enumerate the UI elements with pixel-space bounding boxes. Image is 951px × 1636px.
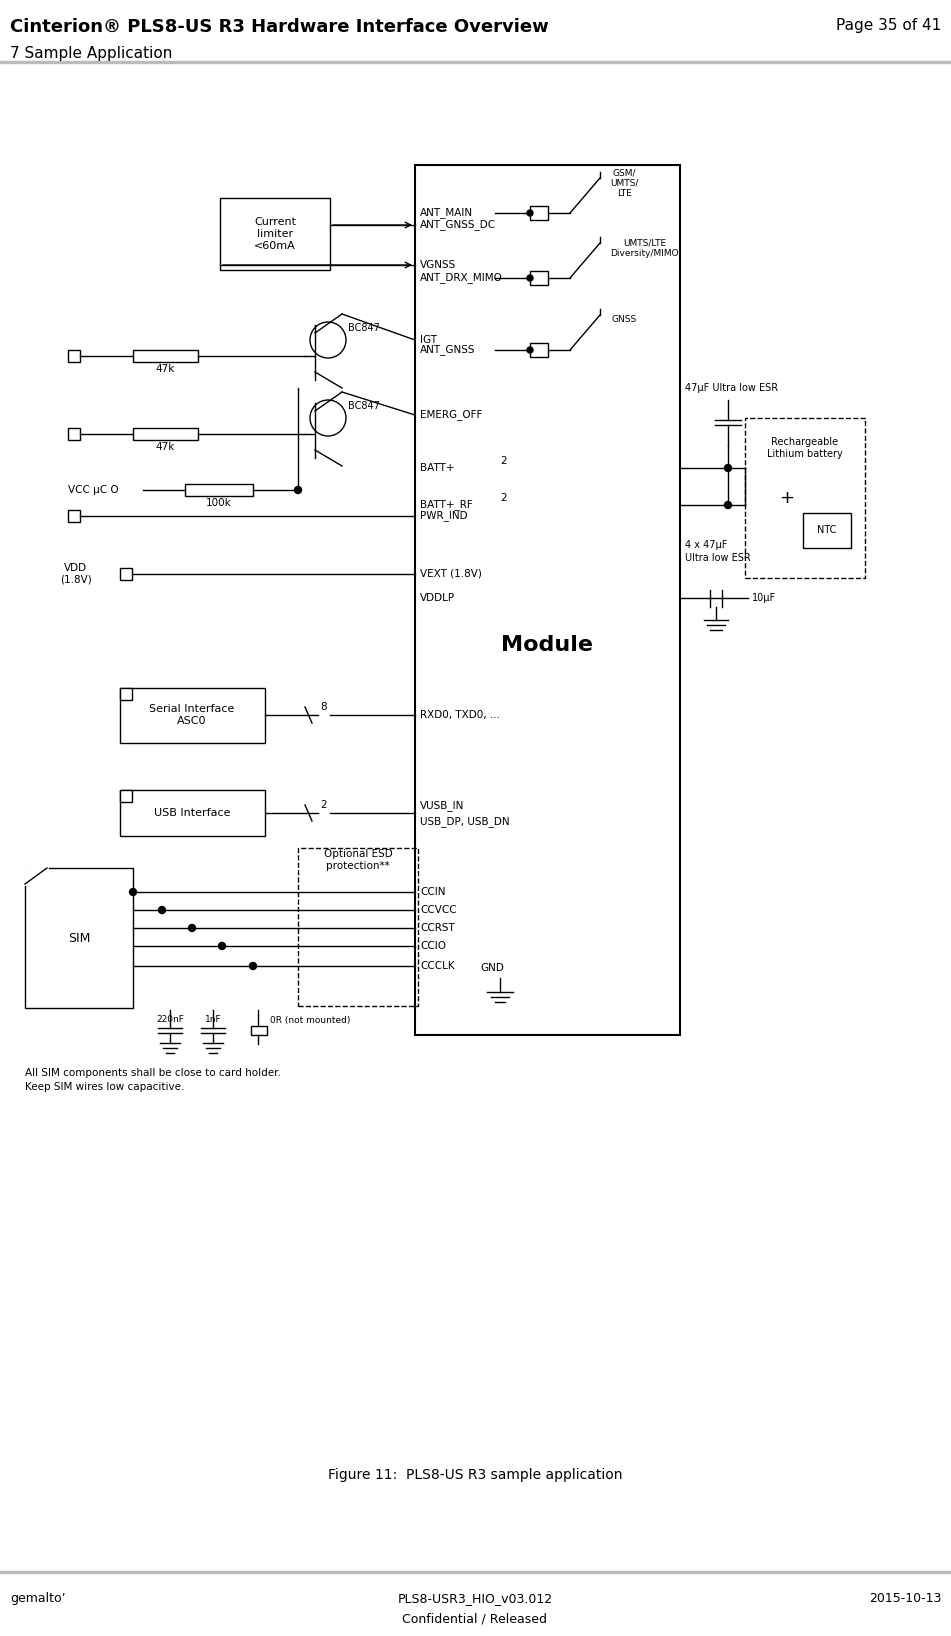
Circle shape (249, 962, 257, 970)
Text: BC847: BC847 (348, 401, 379, 411)
Text: CCRST: CCRST (420, 923, 455, 933)
Text: 100k: 100k (206, 497, 232, 509)
Bar (133, 350, 198, 362)
Bar (803, 514, 851, 548)
Text: PLS8-USR3_HIO_v03.012: PLS8-USR3_HIO_v03.012 (398, 1592, 553, 1605)
Text: VUSB_IN: VUSB_IN (420, 800, 464, 811)
Text: 2: 2 (320, 800, 326, 810)
Text: Ultra low ESR: Ultra low ESR (685, 553, 750, 563)
Text: +: + (780, 489, 794, 507)
Text: BATT+: BATT+ (420, 463, 455, 473)
Text: Keep SIM wires low capacitive.: Keep SIM wires low capacitive. (25, 1081, 184, 1091)
Bar (220, 198, 330, 270)
Text: CCIN: CCIN (420, 887, 445, 897)
Bar (745, 419, 865, 578)
Bar (298, 847, 418, 1006)
Bar (120, 689, 265, 743)
Text: 7 Sample Application: 7 Sample Application (10, 46, 172, 61)
Bar (185, 484, 253, 496)
Text: Cinterion® PLS8-US R3 Hardware Interface Overview: Cinterion® PLS8-US R3 Hardware Interface… (10, 18, 549, 36)
Bar (415, 165, 680, 1036)
Text: GND: GND (480, 964, 504, 973)
Text: 1nF: 1nF (204, 1016, 222, 1024)
Text: CCCLK: CCCLK (420, 960, 455, 972)
Text: BATT+_RF: BATT+_RF (420, 499, 473, 510)
Bar (25, 869, 133, 1008)
Text: GSM/
UMTS/
LTE: GSM/ UMTS/ LTE (610, 169, 638, 198)
Bar (530, 206, 548, 219)
Bar (251, 1026, 267, 1036)
Text: 2015-10-13: 2015-10-13 (868, 1592, 941, 1605)
Bar (530, 272, 548, 285)
Bar (68, 510, 80, 522)
Text: 4 x 47μF: 4 x 47μF (685, 540, 728, 550)
Circle shape (188, 924, 196, 931)
Bar (530, 344, 548, 357)
Text: 0R (not mounted): 0R (not mounted) (270, 1016, 350, 1024)
Text: CCIO: CCIO (420, 941, 446, 951)
Circle shape (295, 486, 301, 494)
Text: Module: Module (501, 635, 593, 654)
Bar (120, 790, 265, 836)
Text: Confidential / Released: Confidential / Released (402, 1611, 548, 1625)
Text: 2: 2 (500, 456, 507, 466)
Text: 220nF: 220nF (156, 1016, 184, 1024)
Text: ANT_DRX_MIMO: ANT_DRX_MIMO (420, 273, 503, 283)
Text: gemaltoʼ: gemaltoʼ (10, 1592, 66, 1605)
Circle shape (129, 888, 137, 895)
Bar (68, 350, 80, 362)
Text: 8: 8 (320, 702, 326, 712)
Text: Figure 11:  PLS8-US R3 sample application: Figure 11: PLS8-US R3 sample application (328, 1467, 622, 1482)
Text: GNSS: GNSS (612, 316, 637, 324)
Text: BC847: BC847 (348, 322, 379, 334)
Circle shape (527, 209, 533, 216)
Bar (133, 429, 198, 440)
Circle shape (159, 906, 165, 913)
Text: USB_DP, USB_DN: USB_DP, USB_DN (420, 816, 510, 828)
Text: PWR_IND: PWR_IND (420, 510, 468, 522)
Text: ANT_MAIN: ANT_MAIN (420, 208, 474, 219)
Text: VGNSS: VGNSS (420, 260, 456, 270)
Text: VEXT (1.8V): VEXT (1.8V) (420, 569, 482, 579)
Text: All SIM components shall be close to card holder.: All SIM components shall be close to car… (25, 1068, 281, 1078)
Text: UMTS/LTE
Diversity/MIMO: UMTS/LTE Diversity/MIMO (610, 239, 679, 258)
Text: Serial Interface
ASC0: Serial Interface ASC0 (149, 703, 235, 726)
Text: USB Interface: USB Interface (154, 808, 230, 818)
Bar (120, 568, 132, 581)
Text: NTC: NTC (817, 525, 837, 535)
Text: CCVCC: CCVCC (420, 905, 456, 915)
Circle shape (725, 502, 731, 509)
Text: 47k: 47k (155, 442, 175, 452)
Text: VDDLP: VDDLP (420, 592, 456, 604)
Circle shape (725, 465, 731, 471)
Bar (120, 790, 132, 802)
Bar (68, 429, 80, 440)
Circle shape (527, 275, 533, 281)
Text: EMERG_OFF: EMERG_OFF (420, 409, 482, 420)
Text: 10μF: 10μF (752, 592, 776, 604)
Text: RXD0, TXD0, ...: RXD0, TXD0, ... (420, 710, 500, 720)
Text: VCC µC O: VCC µC O (68, 484, 119, 496)
Bar (120, 689, 132, 700)
Text: 47k: 47k (155, 363, 175, 375)
Circle shape (527, 347, 533, 353)
Text: SIM: SIM (68, 931, 90, 944)
Text: ANT_GNSS_DC: ANT_GNSS_DC (420, 219, 496, 231)
Text: IGT: IGT (420, 335, 437, 345)
Text: Optional ESD
protection**: Optional ESD protection** (323, 849, 393, 870)
Text: 2: 2 (500, 492, 507, 502)
Text: 47μF Ultra low ESR: 47μF Ultra low ESR (685, 383, 778, 393)
Circle shape (219, 942, 225, 949)
Text: VDD
(1.8V): VDD (1.8V) (60, 563, 91, 584)
Text: Current
limiter
<60mA: Current limiter <60mA (254, 218, 296, 250)
Text: Rechargeable
Lithium battery: Rechargeable Lithium battery (767, 437, 843, 458)
Text: Page 35 of 41: Page 35 of 41 (836, 18, 941, 33)
Bar (25, 869, 47, 883)
Text: ANT_GNSS: ANT_GNSS (420, 345, 476, 355)
